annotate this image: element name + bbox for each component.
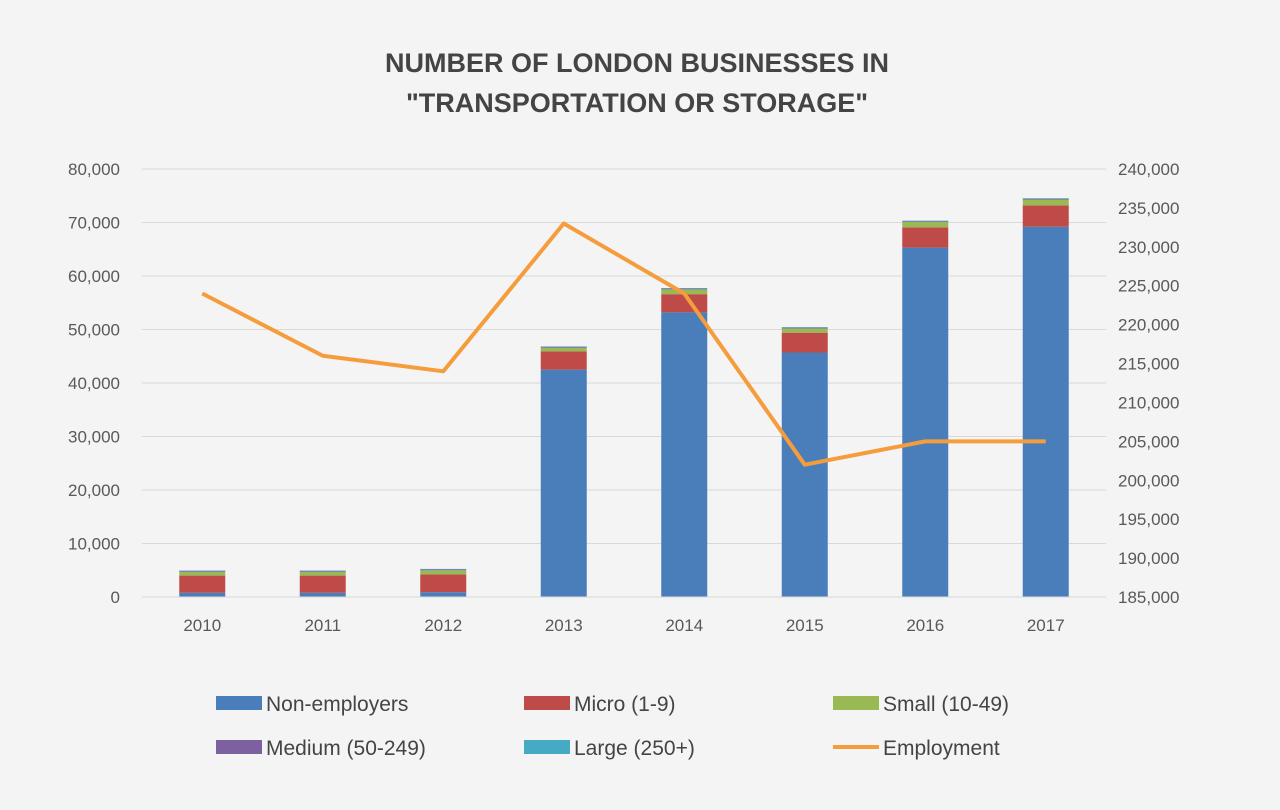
- bar-micro-1-9-2010: [179, 576, 225, 593]
- left-tick-label: 50,000: [68, 321, 120, 340]
- bar-large-250-2012: [420, 569, 466, 570]
- bar-micro-1-9-2015: [782, 333, 828, 353]
- bar-small-10-49-2012: [420, 570, 466, 574]
- bar-micro-1-9-2012: [420, 575, 466, 593]
- x-tick-label: 2011: [304, 616, 341, 635]
- legend-swatch-medium-50-249: [216, 740, 262, 754]
- left-tick-label: 40,000: [68, 374, 120, 393]
- right-tick-label: 215,000: [1118, 355, 1179, 374]
- left-tick-label: 0: [111, 588, 120, 607]
- legend-label-medium-50-249: Medium (50-249): [266, 737, 426, 760]
- bar-medium-50-249-2010: [179, 571, 225, 572]
- bar-small-10-49-2013: [541, 348, 587, 352]
- legend-label-micro-1-9: Micro (1-9): [574, 693, 676, 716]
- bar-non-employers-2015: [782, 353, 828, 597]
- left-tick-label: 70,000: [68, 214, 120, 233]
- bar-large-250-2011: [300, 571, 346, 572]
- right-tick-label: 190,000: [1118, 549, 1179, 568]
- left-tick-label: 60,000: [68, 267, 120, 286]
- bar-non-employers-2016: [902, 248, 948, 597]
- bar-non-employers-2012: [420, 592, 466, 597]
- x-tick-label: 2012: [424, 616, 462, 635]
- bar-large-250-2016: [902, 221, 948, 222]
- right-tick-label: 225,000: [1118, 277, 1179, 296]
- right-tick-label: 240,000: [1118, 160, 1179, 179]
- bar-micro-1-9-2011: [300, 576, 346, 593]
- left-tick-label: 20,000: [68, 481, 120, 500]
- legend-label-small-10-49: Small (10-49): [883, 693, 1009, 716]
- left-axis-ticks: 0 10,000 20,000 30,000 40,000 50,000 60,000 70,…: [68, 160, 120, 607]
- left-tick-label: 10,000: [68, 535, 120, 554]
- x-tick-label: 2017: [1027, 616, 1065, 635]
- bar-non-employers-2010: [179, 593, 225, 597]
- left-tick-label: 80,000: [68, 160, 120, 179]
- right-tick-label: 205,000: [1118, 432, 1179, 451]
- right-tick-label: 230,000: [1118, 238, 1179, 257]
- chart-title-line-1: NUMBER OF LONDON BUSINESSES IN: [385, 48, 889, 78]
- legend: Non-employers Micro (1-9) Small (10-49) Med…: [216, 693, 1009, 760]
- legend-swatch-small-10-49: [833, 696, 879, 710]
- bar-medium-50-249-2012: [420, 569, 466, 570]
- x-tick-label: 2013: [545, 616, 583, 635]
- bar-large-250-2013: [541, 346, 587, 347]
- bar-medium-50-249-2011: [300, 571, 346, 572]
- legend-label-large-250: Large (250+): [574, 737, 695, 760]
- x-tick-label: 2015: [786, 616, 824, 635]
- right-tick-label: 185,000: [1118, 588, 1179, 607]
- x-tick-label: 2016: [906, 616, 944, 635]
- right-axis-ticks: 185,000 190,000 195,000 200,000 205,000 210,0…: [1118, 160, 1179, 607]
- x-tick-label: 2010: [183, 616, 221, 635]
- bar-large-250-2010: [179, 571, 225, 572]
- bar-non-employers-2011: [300, 593, 346, 597]
- x-tick-label: 2014: [665, 616, 703, 635]
- bar-small-10-49-2010: [179, 572, 225, 576]
- x-axis-ticks: 2010 2011 2012 2013 2014 2015 2016 2017: [142, 597, 1106, 635]
- bar-medium-50-249-2015: [782, 328, 828, 329]
- left-tick-label: 30,000: [68, 428, 120, 447]
- bar-micro-1-9-2016: [902, 227, 948, 247]
- bar-small-10-49-2011: [300, 572, 346, 576]
- right-tick-label: 235,000: [1118, 199, 1179, 218]
- legend-label-non-employers: Non-employers: [266, 693, 408, 716]
- bar-micro-1-9-2017: [1023, 205, 1069, 226]
- bar-small-10-49-2016: [902, 222, 948, 227]
- bar-large-250-2015: [782, 327, 828, 328]
- legend-swatch-micro-1-9: [524, 696, 570, 710]
- bar-non-employers-2013: [541, 370, 587, 597]
- legend-swatch-non-employers: [216, 696, 262, 710]
- bar-large-250-2014: [661, 288, 707, 289]
- bar-non-employers-2014: [661, 312, 707, 597]
- gridlines: [142, 169, 1106, 597]
- bar-medium-50-249-2014: [661, 289, 707, 290]
- bar-micro-1-9-2013: [541, 351, 587, 369]
- chart-title-line-2: "TRANSPORTATION OR STORAGE": [406, 88, 868, 118]
- right-tick-label: 210,000: [1118, 393, 1179, 412]
- bar-medium-50-249-2017: [1023, 199, 1069, 200]
- legend-swatch-large-250: [524, 740, 570, 754]
- legend-label-employment: Employment: [883, 737, 1000, 760]
- right-tick-label: 220,000: [1118, 316, 1179, 335]
- bar-medium-50-249-2013: [541, 347, 587, 348]
- bar-medium-50-249-2016: [902, 221, 948, 222]
- bar-small-10-49-2015: [782, 328, 828, 332]
- right-tick-label: 195,000: [1118, 510, 1179, 529]
- right-tick-label: 200,000: [1118, 471, 1179, 490]
- bar-large-250-2017: [1023, 198, 1069, 199]
- bar-non-employers-2017: [1023, 227, 1069, 597]
- bar-small-10-49-2017: [1023, 199, 1069, 205]
